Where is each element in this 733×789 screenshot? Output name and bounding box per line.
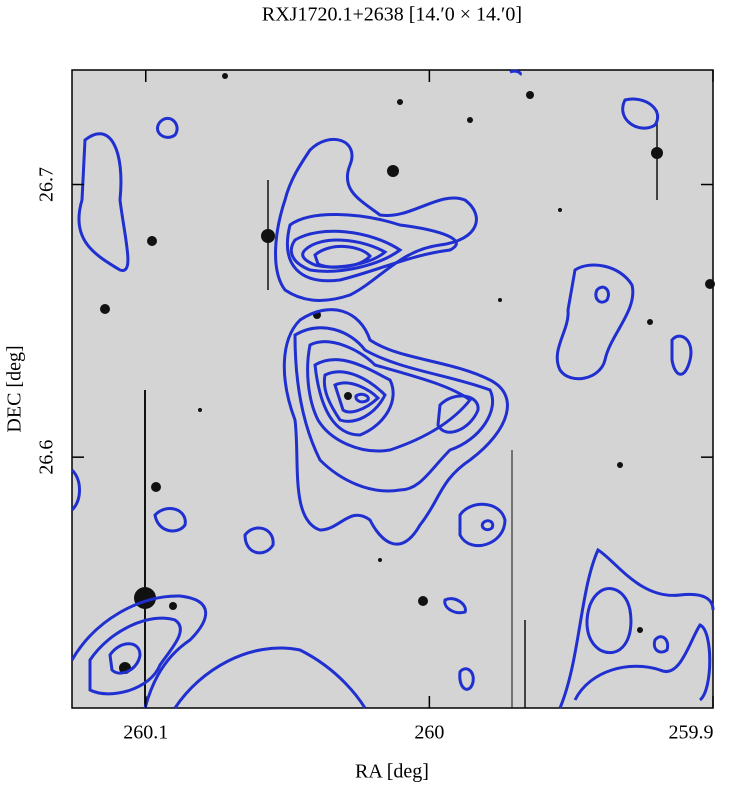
x-tick-label: 259.9 bbox=[669, 722, 714, 744]
x-axis-label: RA [deg] bbox=[355, 761, 429, 783]
y-tick-label: 26.7 bbox=[36, 167, 58, 202]
x-tick-label: 260.1 bbox=[123, 722, 168, 744]
x-tick-label: 260 bbox=[414, 722, 444, 744]
y-axis-label: DEC [deg] bbox=[4, 345, 26, 432]
y-tick-label: 26.6 bbox=[36, 440, 58, 475]
chart-title: RXJ1720.1+2638 [14.′0 × 14.′0] bbox=[262, 4, 522, 26]
contours bbox=[70, 69, 715, 709]
